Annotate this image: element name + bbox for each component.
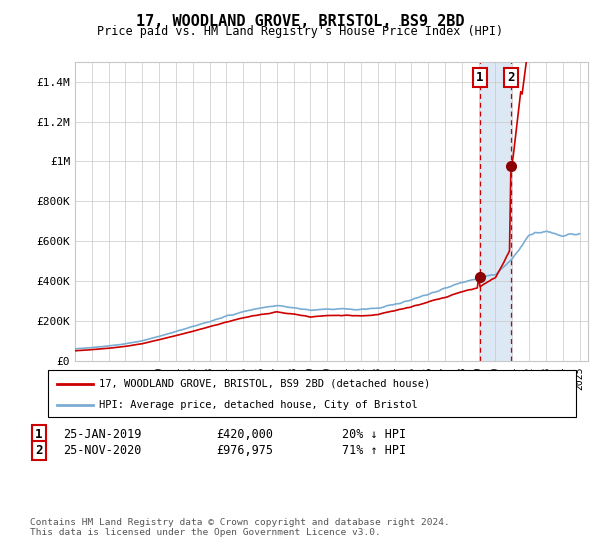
Text: HPI: Average price, detached house, City of Bristol: HPI: Average price, detached house, City…: [99, 400, 418, 410]
Text: 17, WOODLAND GROVE, BRISTOL, BS9 2BD: 17, WOODLAND GROVE, BRISTOL, BS9 2BD: [136, 14, 464, 29]
Text: 1: 1: [35, 428, 43, 441]
Text: Contains HM Land Registry data © Crown copyright and database right 2024.
This d: Contains HM Land Registry data © Crown c…: [30, 518, 450, 538]
Text: 2: 2: [35, 444, 43, 457]
Text: £420,000: £420,000: [216, 428, 273, 441]
Text: Price paid vs. HM Land Registry's House Price Index (HPI): Price paid vs. HM Land Registry's House …: [97, 25, 503, 38]
Bar: [480, 62, 511, 361]
Text: 2: 2: [507, 71, 514, 84]
Text: 71% ↑ HPI: 71% ↑ HPI: [342, 444, 406, 457]
Text: £976,975: £976,975: [216, 444, 273, 457]
Text: 20% ↓ HPI: 20% ↓ HPI: [342, 428, 406, 441]
Text: 17, WOODLAND GROVE, BRISTOL, BS9 2BD (detached house): 17, WOODLAND GROVE, BRISTOL, BS9 2BD (de…: [99, 379, 430, 389]
Text: 1: 1: [476, 71, 484, 84]
Text: 25-JAN-2019: 25-JAN-2019: [63, 428, 142, 441]
Text: 25-NOV-2020: 25-NOV-2020: [63, 444, 142, 457]
